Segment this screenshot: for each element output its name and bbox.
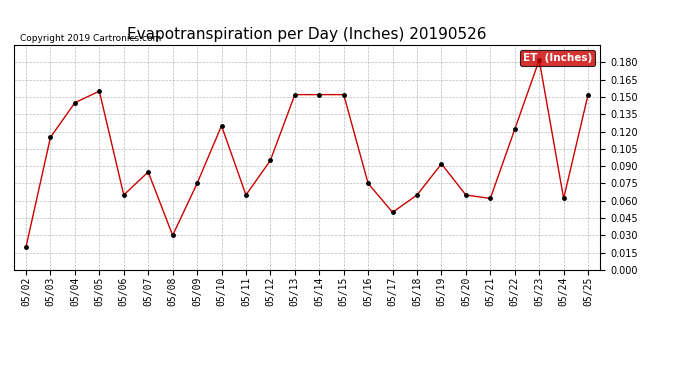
Text: Copyright 2019 Cartronics.com: Copyright 2019 Cartronics.com xyxy=(19,34,161,43)
Legend: ET  (Inches): ET (Inches) xyxy=(520,50,595,66)
Title: Evapotranspiration per Day (Inches) 20190526: Evapotranspiration per Day (Inches) 2019… xyxy=(127,27,487,42)
